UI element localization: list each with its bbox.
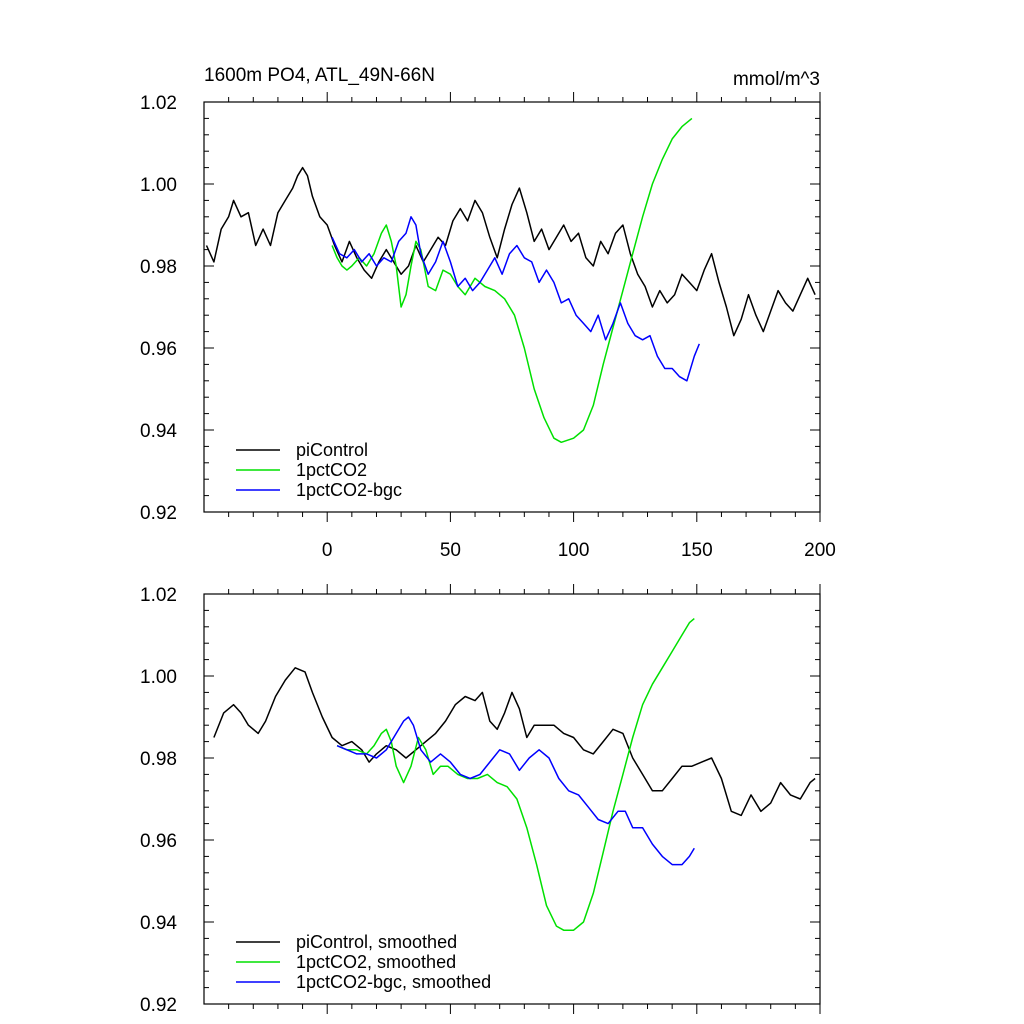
plot-frame — [203, 593, 821, 1005]
x-tick-label: 0 — [322, 540, 333, 561]
y-tick-label: 1.00 — [140, 667, 177, 688]
y-tick-label: 0.98 — [140, 257, 177, 278]
series-line — [336, 716, 695, 866]
series-line — [213, 667, 816, 817]
series-line — [336, 618, 695, 931]
y-tick-label: 1.00 — [140, 175, 177, 196]
y-tick-label: 1.02 — [140, 585, 177, 606]
y-tick-label: 0.96 — [140, 831, 177, 852]
x-tick-label: 150 — [681, 540, 713, 561]
y-tick-label: 1.02 — [140, 93, 177, 114]
y-tick-label: 0.96 — [140, 339, 177, 360]
units-label: mmol/m^3 — [733, 69, 820, 90]
chart-title: 1600m PO4, ATL_49N-66N — [204, 65, 435, 86]
series-line — [331, 117, 693, 444]
legend-label: 1pctCO2, smoothed — [296, 952, 456, 972]
series-line — [331, 216, 700, 382]
legend-label: 1pctCO2-bgc — [296, 480, 402, 500]
x-tick-label: 100 — [558, 540, 590, 561]
top-panel: 1600m PO4, ATL_49N-66N mmol/m^3 0.92 0.94… — [140, 65, 836, 561]
y-tick-label: 0.98 — [140, 749, 177, 770]
legend-label: 1pctCO2 — [296, 460, 367, 480]
series-line — [205, 166, 816, 337]
legend-label: piControl, smoothed — [296, 932, 457, 952]
legend-label: 1pctCO2-bgc, smoothed — [296, 972, 491, 992]
x-tick-label: 50 — [440, 540, 461, 561]
legend-label: piControl — [296, 440, 368, 460]
bottom-panel: 0.92 0.94 0.96 0.98 1.00 1.02 piControl, smoo… — [140, 584, 821, 1016]
y-tick-label: 0.94 — [140, 913, 177, 934]
plot-frame — [203, 101, 821, 513]
y-tick-label: 0.92 — [140, 995, 177, 1016]
y-tick-label: 0.94 — [140, 421, 177, 442]
y-tick-label: 0.92 — [140, 503, 177, 524]
x-tick-label: 200 — [804, 540, 836, 561]
